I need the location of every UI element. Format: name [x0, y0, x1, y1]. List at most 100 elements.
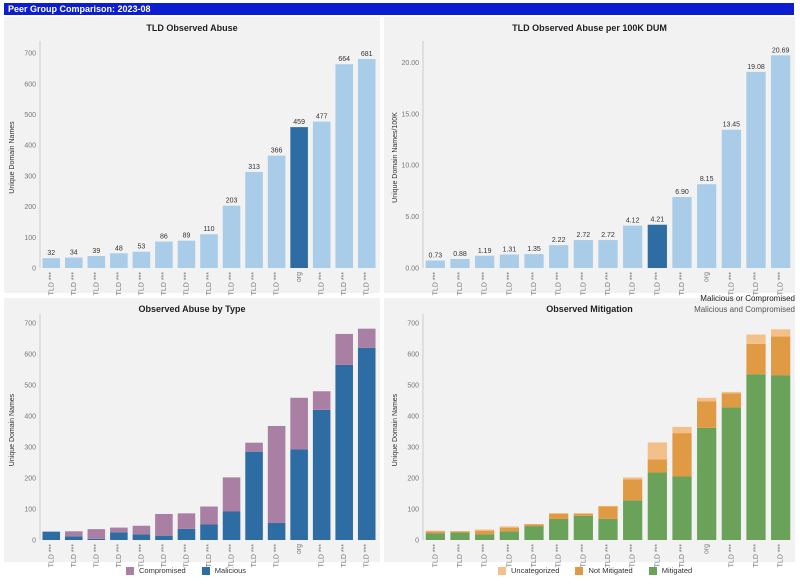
bar — [697, 184, 717, 268]
y-tick-label: 700 — [24, 321, 36, 328]
x-tick-label: TLD *** — [778, 272, 785, 296]
bar — [42, 258, 61, 268]
bar-segment-mitigated — [573, 515, 593, 540]
bar-segment-malicious — [42, 531, 61, 540]
y-tick-label: 500 — [407, 383, 419, 390]
data-label: 664 — [338, 56, 350, 63]
data-label: 459 — [293, 119, 305, 126]
data-label: 0.88 — [453, 251, 467, 258]
bar — [267, 155, 286, 268]
bar-segment-uncategorized — [598, 505, 618, 507]
bar — [290, 127, 308, 268]
y-axis-title: Unique Domain Names — [9, 393, 16, 466]
bar-segment-not-mitigated — [450, 531, 470, 533]
x-tick-label: TLD *** — [580, 272, 587, 296]
y-tick-label: 100 — [24, 235, 36, 242]
bar — [335, 64, 353, 268]
x-tick-label: TLD *** — [753, 544, 760, 568]
data-label: 6.90 — [675, 189, 689, 196]
bar-segment-uncategorized — [647, 442, 667, 460]
x-tick-label: TLD *** — [274, 272, 281, 296]
legend-swatch-mitigated — [648, 567, 657, 576]
bar-segment-compromised — [177, 513, 196, 529]
data-label: 681 — [361, 51, 373, 58]
legend-label: Not Mitigated — [588, 566, 633, 575]
x-tick-label: TLD *** — [531, 544, 538, 568]
data-label: 1.19 — [478, 248, 492, 255]
legend-mitigation: Uncategorized Not Mitigated Mitigated — [484, 566, 692, 576]
x-tick-label: TLD *** — [251, 544, 258, 568]
y-tick-label: 300 — [24, 445, 36, 452]
bar — [475, 255, 495, 268]
bar — [312, 121, 331, 269]
x-tick-label: TLD *** — [364, 272, 371, 296]
legend-option[interactable]: Malicious and Compromised — [694, 305, 795, 314]
bar-segment-compromised — [200, 506, 218, 525]
x-tick-label: TLD *** — [482, 544, 489, 568]
x-tick-label: TLD *** — [556, 544, 563, 568]
bar-segment-malicious — [155, 535, 173, 540]
y-tick-label: 0.00 — [405, 266, 419, 273]
x-tick-label: TLD *** — [206, 544, 213, 568]
x-tick-label: org — [704, 272, 711, 282]
bar-segment-not-mitigated — [425, 531, 445, 534]
x-tick-label: TLD *** — [506, 544, 513, 568]
bar — [549, 245, 569, 268]
bar-segment-mitigated — [746, 374, 766, 540]
data-label: 1.35 — [527, 246, 541, 253]
x-tick-label: TLD *** — [654, 544, 661, 568]
x-tick-label: org — [296, 544, 303, 554]
y-tick-label: 400 — [407, 414, 419, 421]
bar-segment-not-mitigated — [746, 343, 766, 375]
bar-segment-mitigated — [771, 375, 791, 540]
x-tick-label: TLD *** — [274, 544, 281, 568]
x-tick-label: TLD *** — [319, 272, 326, 296]
bar-segment-compromised — [110, 527, 128, 533]
x-tick-label: TLD *** — [93, 544, 100, 568]
y-axis-title: Unique Domain Names — [9, 121, 16, 194]
bar-segment-mitigated — [721, 407, 741, 540]
y-tick-label: 200 — [407, 476, 419, 483]
y-tick-label: 400 — [24, 143, 36, 150]
x-tick-label: TLD *** — [605, 272, 612, 296]
bar — [87, 256, 106, 268]
bar-segment-not-mitigated — [771, 336, 791, 376]
bar-segment-malicious — [335, 364, 353, 540]
bar-segment-mitigated — [697, 427, 717, 540]
bar-segment-compromised — [312, 391, 331, 410]
legend-swatch-malicious — [201, 567, 210, 576]
x-tick-label: TLD *** — [630, 272, 637, 296]
bar-segment-mitigated — [524, 526, 544, 540]
x-tick-label: org — [704, 544, 711, 554]
legend-swatch-not-mitigated — [575, 567, 584, 576]
x-tick-label: TLD *** — [93, 272, 100, 296]
y-tick-label: 10.00 — [401, 163, 419, 170]
y-tick-label: 500 — [24, 383, 36, 390]
bar — [746, 71, 766, 268]
x-tick-label: TLD *** — [728, 272, 735, 296]
bar — [200, 234, 218, 268]
bar — [771, 55, 791, 268]
data-label: 203 — [226, 198, 238, 205]
y-tick-label: 20.00 — [401, 60, 419, 67]
data-label: 19.08 — [747, 64, 765, 71]
bar-segment-uncategorized — [771, 329, 791, 337]
bar-segment-compromised — [65, 531, 83, 537]
bar-segment-mitigated — [450, 532, 470, 540]
bar — [245, 171, 263, 268]
legend-abuse-type-filter[interactable]: Malicious or Compromised Malicious and C… — [380, 293, 795, 315]
data-label: 86 — [160, 234, 168, 241]
data-label: 34 — [70, 250, 78, 257]
x-tick-label: TLD *** — [319, 544, 326, 568]
x-tick-label: TLD *** — [457, 272, 464, 296]
bar-segment-compromised — [335, 333, 353, 365]
bar-segment-uncategorized — [475, 529, 495, 531]
bar-segment-mitigated — [425, 533, 445, 540]
data-label: 39 — [92, 248, 100, 255]
chart-title: TLD Observed Abuse per 100K DUM — [512, 23, 667, 33]
y-axis-title: Unique Domain Names — [392, 393, 399, 466]
bar-segment-compromised — [357, 328, 376, 348]
bar-segment-uncategorized — [499, 526, 519, 528]
bar — [357, 58, 376, 269]
bar-segment-not-mitigated — [623, 479, 643, 501]
